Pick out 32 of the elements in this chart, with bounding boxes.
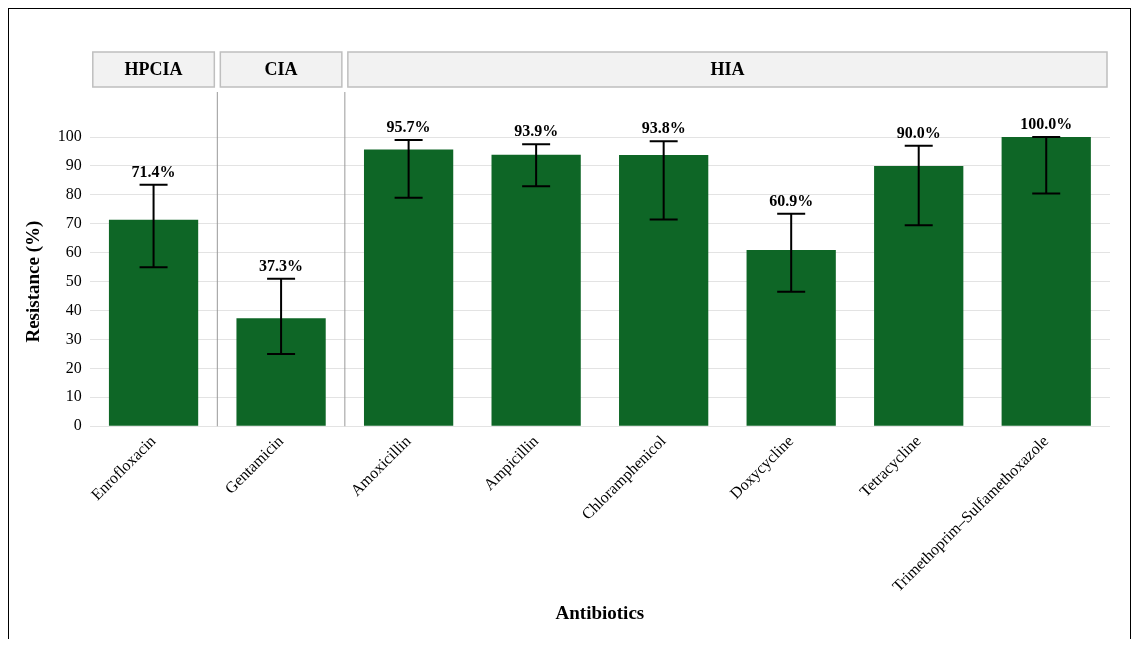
y-tick-label: 100 bbox=[57, 127, 82, 145]
y-tick-label: 10 bbox=[65, 387, 82, 405]
data-label: 37.3% bbox=[259, 256, 304, 274]
y-tick-label: 60 bbox=[65, 242, 82, 260]
data-label: 71.4% bbox=[131, 162, 176, 180]
bar bbox=[1001, 137, 1091, 426]
bar bbox=[746, 250, 836, 426]
text: HIA bbox=[710, 59, 745, 80]
data-label: 93.9% bbox=[514, 122, 559, 140]
bar bbox=[874, 165, 964, 426]
x-axis-title: Antibiotics bbox=[555, 601, 645, 623]
data-label: 60.9% bbox=[769, 191, 814, 209]
y-tick-label: 30 bbox=[65, 329, 82, 347]
data-label: 93.8% bbox=[641, 119, 686, 137]
data-label: 90.0% bbox=[896, 123, 941, 141]
data-label: 100.0% bbox=[1020, 115, 1073, 133]
bar bbox=[491, 154, 581, 426]
bar bbox=[236, 318, 326, 426]
y-tick-label: 40 bbox=[65, 300, 82, 318]
y-tick-label: 80 bbox=[65, 185, 82, 203]
y-tick-label: 70 bbox=[65, 213, 82, 231]
bar bbox=[108, 219, 199, 426]
bar bbox=[363, 149, 454, 426]
text: HPCIA bbox=[124, 59, 183, 80]
text: CIA bbox=[264, 59, 298, 80]
y-tick-label: 90 bbox=[65, 156, 82, 174]
bar bbox=[619, 154, 709, 426]
y-tick-label: 20 bbox=[65, 358, 82, 376]
data-label: 95.7% bbox=[386, 118, 431, 136]
y-tick-label: 50 bbox=[65, 271, 82, 289]
y-tick-label: 0 bbox=[73, 416, 82, 434]
y-axis-title: Resistance (%) bbox=[22, 220, 45, 343]
